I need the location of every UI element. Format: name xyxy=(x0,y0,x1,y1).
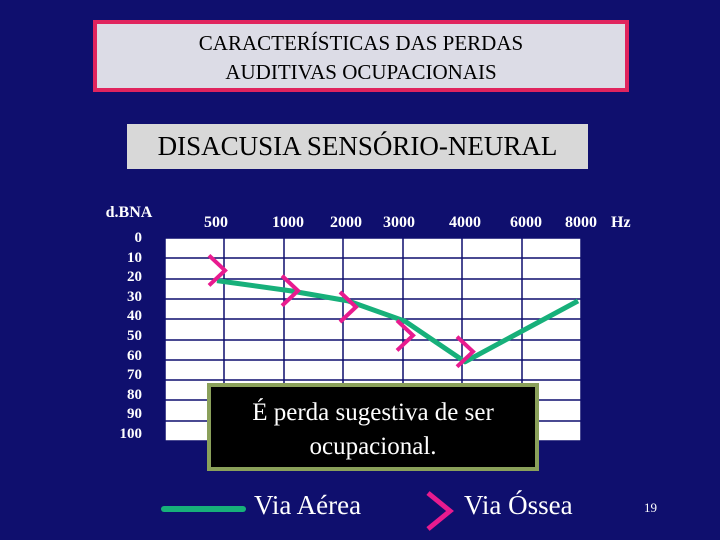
y-tick-label: 40 xyxy=(127,308,142,325)
x-tick-label: 500 xyxy=(204,214,228,231)
x-tick-label: 2000 xyxy=(330,214,362,231)
y-tick-label: 100 xyxy=(119,426,143,442)
x-tick-label: 6000 xyxy=(510,214,542,231)
page-number: 19 xyxy=(644,500,657,515)
legend-bone-marker-icon xyxy=(426,491,454,531)
x-unit-label: Hz xyxy=(611,214,631,231)
y-tick-label: 60 xyxy=(127,347,142,364)
legend-air-label: Via Aérea xyxy=(254,490,362,520)
x-tick-label: 4000 xyxy=(449,214,481,231)
x-tick-label: 1000 xyxy=(272,214,304,231)
y-tick-label: 50 xyxy=(127,328,142,344)
y-tick-label: 70 xyxy=(127,367,142,384)
bone-marker xyxy=(338,290,359,324)
x-tick-label: 3000 xyxy=(383,214,415,231)
subtitle: DISACUSIA SENSÓRIO-NEURAL xyxy=(157,131,558,161)
bone-marker xyxy=(395,318,416,352)
y-tick-label: 80 xyxy=(127,386,142,403)
note-line-1: É perda sugestiva de ser xyxy=(252,399,494,426)
legend-bone-label: Via Óssea xyxy=(464,490,573,520)
series-air-line xyxy=(216,278,580,365)
y-tick-label: 30 xyxy=(127,288,142,305)
title-line-1: CARACTERÍSTICAS DAS PERDAS xyxy=(198,31,524,55)
x-tick-label: 8000 xyxy=(565,214,597,231)
y-tick-label: 0 xyxy=(134,230,143,246)
y-tick-label: 20 xyxy=(127,269,142,286)
title-line-2: AUDITIVAS OCUPACIONAIS xyxy=(225,60,497,84)
y-tick-label: 90 xyxy=(127,406,142,423)
legend-air-line-icon xyxy=(161,506,246,512)
y-tick-label: 10 xyxy=(127,249,142,266)
bone-marker xyxy=(280,274,301,308)
bone-marker xyxy=(455,335,476,369)
title-box: CARACTERÍSTICAS DAS PERDAS AUDITIVAS OCU… xyxy=(93,20,629,92)
subtitle-box: DISACUSIA SENSÓRIO-NEURAL xyxy=(127,124,588,169)
note-box: É perda sugestiva de ser ocupacional. xyxy=(207,383,539,471)
note-line-2: ocupacional. xyxy=(309,433,437,460)
y-axis-label: d.BNA xyxy=(105,204,153,221)
bone-marker xyxy=(207,253,228,287)
